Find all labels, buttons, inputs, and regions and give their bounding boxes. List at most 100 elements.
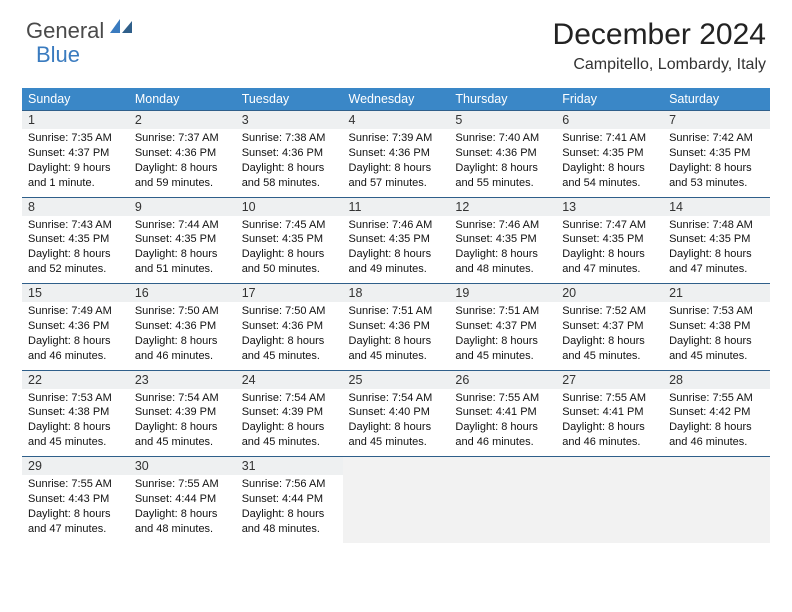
day-content-cell: Sunrise: 7:46 AMSunset: 4:35 PMDaylight:… bbox=[343, 216, 450, 284]
sunset-text: Sunset: 4:38 PM bbox=[669, 319, 764, 334]
sunrise-text: Sunrise: 7:37 AM bbox=[135, 131, 230, 146]
weekday-header: Wednesday bbox=[343, 88, 450, 111]
daylight-text: Daylight: 8 hours and 46 minutes. bbox=[669, 420, 764, 450]
daylight-text: Daylight: 8 hours and 47 minutes. bbox=[562, 247, 657, 277]
day-number-cell: 21 bbox=[663, 284, 770, 303]
sunset-text: Sunset: 4:38 PM bbox=[28, 405, 123, 420]
day-number-cell bbox=[449, 457, 556, 476]
day-content-cell: Sunrise: 7:43 AMSunset: 4:35 PMDaylight:… bbox=[22, 216, 129, 284]
daylight-text: Daylight: 8 hours and 45 minutes. bbox=[455, 334, 550, 364]
day-number-cell: 10 bbox=[236, 197, 343, 216]
daylight-text: Daylight: 8 hours and 45 minutes. bbox=[349, 334, 444, 364]
day-number-cell: 28 bbox=[663, 370, 770, 389]
day-number-cell: 22 bbox=[22, 370, 129, 389]
sunrise-text: Sunrise: 7:54 AM bbox=[242, 391, 337, 406]
sunset-text: Sunset: 4:36 PM bbox=[455, 146, 550, 161]
day-number-cell: 14 bbox=[663, 197, 770, 216]
title-block: December 2024 Campitello, Lombardy, Ital… bbox=[553, 18, 766, 74]
daylight-text: Daylight: 8 hours and 46 minutes. bbox=[28, 334, 123, 364]
day-number-cell: 3 bbox=[236, 111, 343, 130]
daylight-text: Daylight: 8 hours and 50 minutes. bbox=[242, 247, 337, 277]
day-number-cell: 6 bbox=[556, 111, 663, 130]
month-title: December 2024 bbox=[553, 18, 766, 52]
sunrise-text: Sunrise: 7:56 AM bbox=[242, 477, 337, 492]
sunset-text: Sunset: 4:42 PM bbox=[669, 405, 764, 420]
sunset-text: Sunset: 4:36 PM bbox=[28, 319, 123, 334]
day-number-row: 293031 bbox=[22, 457, 770, 476]
sunrise-text: Sunrise: 7:47 AM bbox=[562, 218, 657, 233]
sunrise-text: Sunrise: 7:49 AM bbox=[28, 304, 123, 319]
sunrise-text: Sunrise: 7:50 AM bbox=[135, 304, 230, 319]
sunrise-text: Sunrise: 7:43 AM bbox=[28, 218, 123, 233]
day-content-cell: Sunrise: 7:47 AMSunset: 4:35 PMDaylight:… bbox=[556, 216, 663, 284]
sunrise-text: Sunrise: 7:51 AM bbox=[455, 304, 550, 319]
sunrise-text: Sunrise: 7:46 AM bbox=[455, 218, 550, 233]
day-content-cell: Sunrise: 7:46 AMSunset: 4:35 PMDaylight:… bbox=[449, 216, 556, 284]
weekday-header: Tuesday bbox=[236, 88, 343, 111]
sunset-text: Sunset: 4:39 PM bbox=[242, 405, 337, 420]
day-number-cell bbox=[556, 457, 663, 476]
day-content-cell: Sunrise: 7:45 AMSunset: 4:35 PMDaylight:… bbox=[236, 216, 343, 284]
sunrise-text: Sunrise: 7:55 AM bbox=[562, 391, 657, 406]
sunset-text: Sunset: 4:36 PM bbox=[135, 319, 230, 334]
day-content-cell: Sunrise: 7:37 AMSunset: 4:36 PMDaylight:… bbox=[129, 129, 236, 197]
sunrise-text: Sunrise: 7:44 AM bbox=[135, 218, 230, 233]
day-content-cell: Sunrise: 7:54 AMSunset: 4:39 PMDaylight:… bbox=[236, 389, 343, 457]
sunset-text: Sunset: 4:37 PM bbox=[455, 319, 550, 334]
weekday-header: Saturday bbox=[663, 88, 770, 111]
day-number-cell: 18 bbox=[343, 284, 450, 303]
day-content-cell: Sunrise: 7:39 AMSunset: 4:36 PMDaylight:… bbox=[343, 129, 450, 197]
day-content-cell: Sunrise: 7:56 AMSunset: 4:44 PMDaylight:… bbox=[236, 475, 343, 543]
sunset-text: Sunset: 4:37 PM bbox=[562, 319, 657, 334]
day-content-cell: Sunrise: 7:55 AMSunset: 4:44 PMDaylight:… bbox=[129, 475, 236, 543]
sunset-text: Sunset: 4:36 PM bbox=[242, 319, 337, 334]
sunrise-text: Sunrise: 7:52 AM bbox=[562, 304, 657, 319]
daylight-text: Daylight: 8 hours and 45 minutes. bbox=[28, 420, 123, 450]
day-content-cell: Sunrise: 7:40 AMSunset: 4:36 PMDaylight:… bbox=[449, 129, 556, 197]
sunset-text: Sunset: 4:35 PM bbox=[242, 232, 337, 247]
day-content-cell: Sunrise: 7:55 AMSunset: 4:43 PMDaylight:… bbox=[22, 475, 129, 543]
day-content-row: Sunrise: 7:49 AMSunset: 4:36 PMDaylight:… bbox=[22, 302, 770, 370]
day-content-cell bbox=[343, 475, 450, 543]
daylight-text: Daylight: 8 hours and 52 minutes. bbox=[28, 247, 123, 277]
sunset-text: Sunset: 4:35 PM bbox=[562, 232, 657, 247]
weekday-header: Friday bbox=[556, 88, 663, 111]
sunrise-text: Sunrise: 7:38 AM bbox=[242, 131, 337, 146]
weekday-header-row: SundayMondayTuesdayWednesdayThursdayFrid… bbox=[22, 88, 770, 111]
day-content-cell: Sunrise: 7:55 AMSunset: 4:42 PMDaylight:… bbox=[663, 389, 770, 457]
daylight-text: Daylight: 9 hours and 1 minute. bbox=[28, 161, 123, 191]
sunset-text: Sunset: 4:36 PM bbox=[349, 146, 444, 161]
daylight-text: Daylight: 8 hours and 45 minutes. bbox=[135, 420, 230, 450]
daylight-text: Daylight: 8 hours and 54 minutes. bbox=[562, 161, 657, 191]
day-number-cell: 1 bbox=[22, 111, 129, 130]
sunrise-text: Sunrise: 7:55 AM bbox=[669, 391, 764, 406]
day-number-cell: 15 bbox=[22, 284, 129, 303]
day-content-cell bbox=[556, 475, 663, 543]
sunrise-text: Sunrise: 7:40 AM bbox=[455, 131, 550, 146]
day-number-cell: 17 bbox=[236, 284, 343, 303]
sunrise-text: Sunrise: 7:53 AM bbox=[28, 391, 123, 406]
daylight-text: Daylight: 8 hours and 53 minutes. bbox=[669, 161, 764, 191]
day-content-cell: Sunrise: 7:51 AMSunset: 4:36 PMDaylight:… bbox=[343, 302, 450, 370]
daylight-text: Daylight: 8 hours and 45 minutes. bbox=[562, 334, 657, 364]
day-number-cell: 9 bbox=[129, 197, 236, 216]
sunset-text: Sunset: 4:36 PM bbox=[242, 146, 337, 161]
day-content-cell: Sunrise: 7:53 AMSunset: 4:38 PMDaylight:… bbox=[663, 302, 770, 370]
day-number-cell: 7 bbox=[663, 111, 770, 130]
daylight-text: Daylight: 8 hours and 48 minutes. bbox=[135, 507, 230, 537]
day-number-cell: 12 bbox=[449, 197, 556, 216]
calendar-table: SundayMondayTuesdayWednesdayThursdayFrid… bbox=[22, 88, 770, 543]
header: General Blue December 2024 Campitello, L… bbox=[0, 0, 792, 74]
day-number-row: 891011121314 bbox=[22, 197, 770, 216]
daylight-text: Daylight: 8 hours and 49 minutes. bbox=[349, 247, 444, 277]
day-content-cell: Sunrise: 7:55 AMSunset: 4:41 PMDaylight:… bbox=[449, 389, 556, 457]
daylight-text: Daylight: 8 hours and 46 minutes. bbox=[562, 420, 657, 450]
sunrise-text: Sunrise: 7:54 AM bbox=[349, 391, 444, 406]
day-number-cell bbox=[663, 457, 770, 476]
day-content-cell: Sunrise: 7:54 AMSunset: 4:39 PMDaylight:… bbox=[129, 389, 236, 457]
sunset-text: Sunset: 4:35 PM bbox=[135, 232, 230, 247]
sunset-text: Sunset: 4:43 PM bbox=[28, 492, 123, 507]
day-number-cell: 23 bbox=[129, 370, 236, 389]
day-content-cell: Sunrise: 7:35 AMSunset: 4:37 PMDaylight:… bbox=[22, 129, 129, 197]
daylight-text: Daylight: 8 hours and 45 minutes. bbox=[669, 334, 764, 364]
